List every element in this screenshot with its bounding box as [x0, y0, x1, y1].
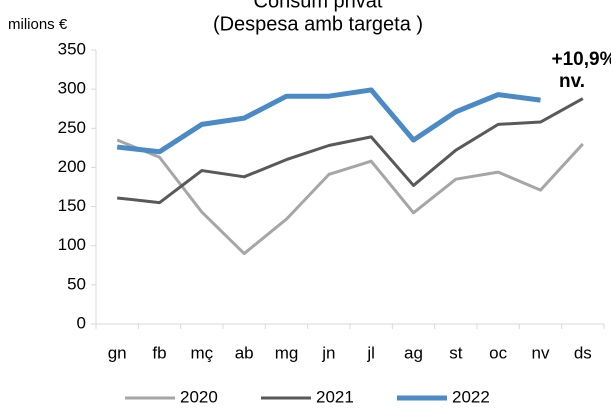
series-line [116, 87, 541, 155]
y-axis-label: milions € [8, 16, 68, 33]
x-tick-label: ds [574, 343, 592, 362]
y-tick-label: 100 [58, 235, 86, 254]
x-tick-label: ab [235, 343, 254, 362]
y-tick-label: 300 [58, 79, 86, 98]
annotation: nv. [559, 71, 585, 92]
y-tick-label: 200 [58, 157, 86, 176]
series-line [117, 97, 584, 205]
x-tick-label: jl [366, 343, 375, 362]
y-tick-label: 250 [58, 118, 86, 137]
chart-subtitle: (Despesa amb targeta ) [213, 13, 423, 35]
x-tick-label: oc [489, 343, 507, 362]
x-tick-label: jn [321, 343, 335, 362]
x-tick-label: gn [108, 343, 127, 362]
annotation: +10,9% [552, 49, 611, 70]
x-tick-label: mg [275, 343, 299, 362]
x-tick-label: nv [532, 343, 550, 362]
legend-label: 2021 [316, 387, 354, 406]
x-tick-label: fb [152, 343, 166, 362]
legend-label: 2020 [180, 387, 218, 406]
y-tick-label: 50 [67, 274, 86, 293]
x-tick-label: mç [190, 343, 213, 362]
y-tick-label: 350 [58, 39, 86, 58]
legend-label: 2022 [452, 387, 490, 406]
x-tick-label: ag [404, 343, 423, 362]
series-line [116, 138, 584, 256]
y-tick-label: 150 [58, 196, 86, 215]
chart-title: Consum privat [254, 0, 383, 12]
y-tick-label: 0 [77, 313, 86, 332]
x-tick-label: st [449, 343, 463, 362]
